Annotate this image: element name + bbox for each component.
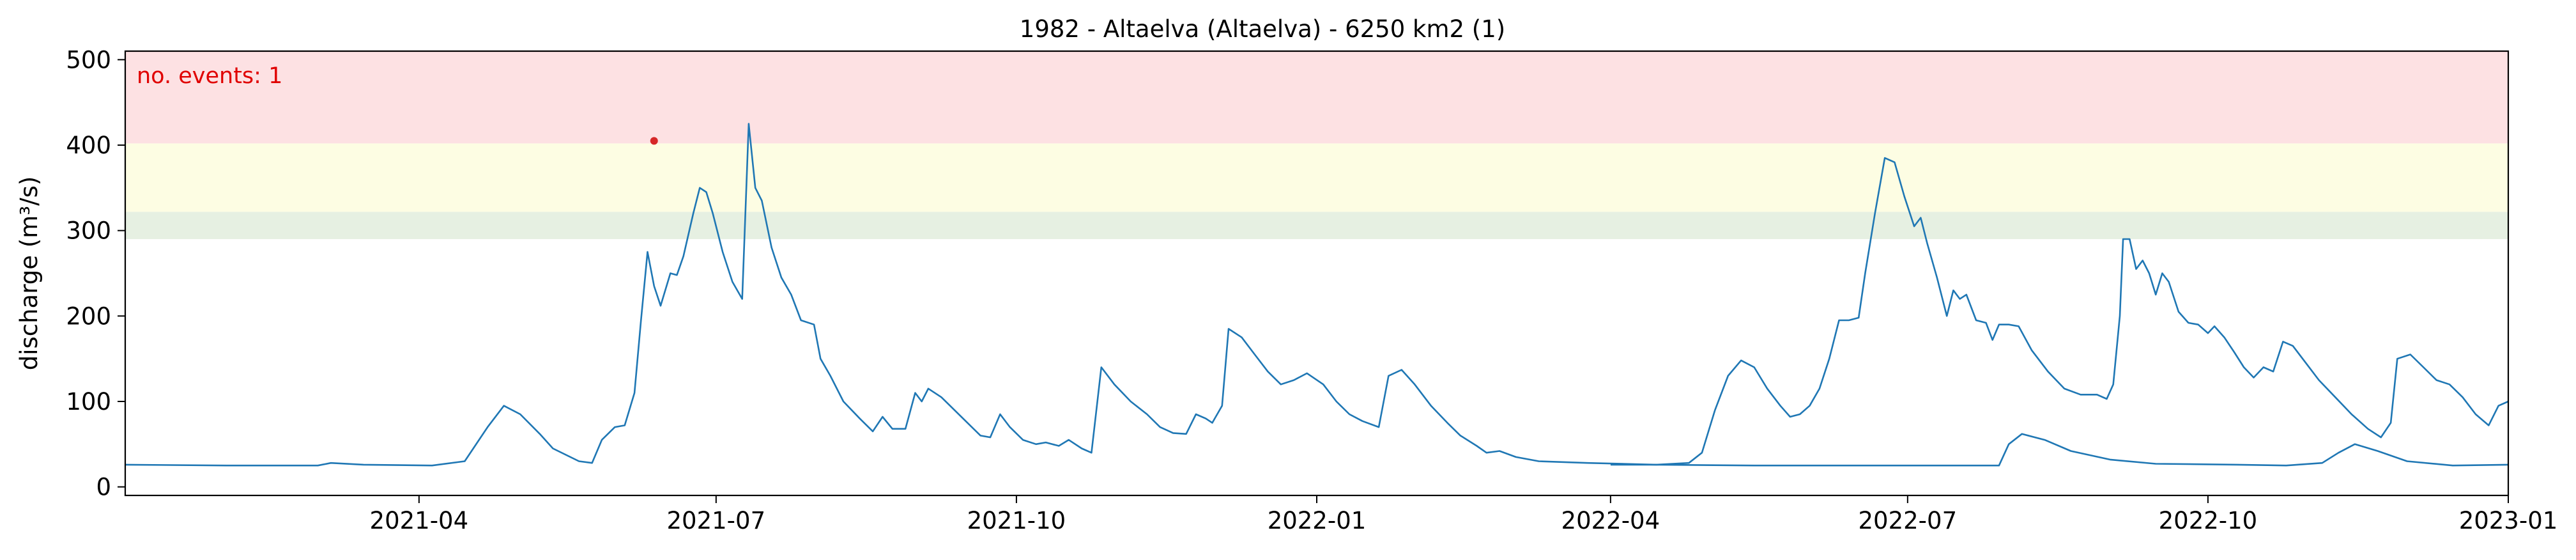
y-tick-label-0: 0 [96,474,111,501]
x-axis-ticks: 2021-04 2021-07 2021-10 2022-01 2022-04 2022-… [370,495,2558,534]
x-tick-label-3: 2022-01 [1268,507,1367,534]
x-tick-label-0: 2021-04 [370,507,469,534]
threshold-band-1 [125,143,2508,212]
threshold-band-2 [125,51,2508,144]
threshold-bands [125,51,2508,240]
x-tick-label-1: 2021-07 [667,507,766,534]
series-line-1 [1610,157,2509,466]
y-tick-label-3: 300 [66,217,111,245]
events-annotation: no. events: 1 [137,63,282,89]
y-tick-label-1: 100 [66,388,111,416]
y-axis-label: discharge (m³/s) [15,176,43,371]
y-axis-ticks: 0 100 200 300 400 500 [66,46,125,501]
events-layer [650,137,658,145]
x-tick-label-7: 2023-01 [2459,507,2558,534]
x-tick-label-2: 2021-10 [967,507,1066,534]
y-tick-label-5: 500 [66,46,111,74]
event-marker-0 [650,137,658,145]
x-tick-label-4: 2022-04 [1561,507,1660,534]
chart-title: 1982 - Altaelva (Altaelva) - 6250 km2 (1… [1020,15,1505,43]
y-tick-label-4: 400 [66,132,111,159]
series-layer [125,123,2509,467]
x-tick-label-6: 2022-10 [2159,507,2258,534]
y-tick-label-2: 200 [66,302,111,330]
x-tick-label-5: 2022-07 [1859,507,1958,534]
threshold-band-0 [125,212,2508,240]
